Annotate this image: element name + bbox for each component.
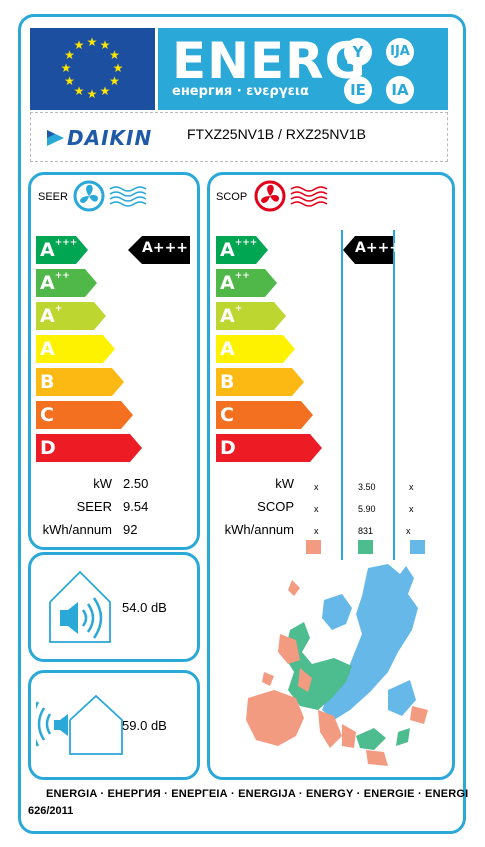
scop-divider-2 (393, 230, 395, 560)
seer-class-bar: C (36, 401, 133, 429)
eu-star-icon: ★ (112, 61, 124, 75)
scop-class-bar: C (216, 401, 313, 429)
eu-star-icon: ★ (64, 48, 75, 62)
scop-colder-scop: x (314, 504, 319, 514)
eu-star-icon: ★ (86, 87, 98, 101)
brand-name: DAIKIN (67, 126, 153, 150)
scop-average-scop: 5.90 (358, 504, 376, 514)
scop-rating-indicator: A+++ (343, 236, 401, 264)
seer-label-kw: kW (93, 476, 112, 491)
scop-class-bar: A+++ (216, 236, 268, 264)
scop-class-bar: A (216, 335, 295, 363)
colder-zone-swatch (306, 540, 321, 554)
scop-class-label: A (220, 338, 235, 360)
europe-climate-zone-map (246, 564, 428, 766)
eu-star-icon: ★ (64, 74, 75, 88)
eu-star-icon: ★ (109, 74, 120, 88)
daikin-triangle-icon (47, 130, 64, 146)
scop-label-kw: kW (275, 476, 294, 491)
seer-rating-indicator: A+++ (128, 236, 190, 264)
footer-energy-languages: ENERGIA · ЕНЕРГИЯ · ΕΝΕΡΓΕΙΑ · ENERGIJA … (46, 788, 469, 800)
warmer-zone-swatch (410, 540, 425, 554)
eu-flag: ★ ★ ★ ★ ★ ★ ★ ★ ★ ★ ★ ★ (30, 28, 155, 110)
lang-circle-ie: IE (344, 76, 372, 104)
eu-star-icon: ★ (99, 83, 111, 98)
lang-circle-ija: IJA (386, 38, 414, 66)
average-zone-swatch (358, 540, 373, 554)
seer-panel (28, 172, 200, 550)
heating-fan-icon (254, 180, 328, 212)
energy-banner: ENERG енергия · ενεργεια Y IJA IE IA (158, 28, 448, 110)
scop-warmer-scop: x (409, 504, 414, 514)
seer-class-bar: A++ (36, 269, 97, 297)
seer-class-bar: A+ (36, 302, 106, 330)
lang-circle-y: Y (344, 38, 372, 66)
outdoor-noise-value: 59.0 dB (122, 718, 167, 733)
scop-average-kw: 3.50 (358, 482, 376, 492)
eu-star-icon: ★ (73, 83, 85, 98)
scop-class-label: B (220, 371, 235, 393)
indoor-noise-panel (28, 552, 200, 662)
scop-average-kwh: 831 (358, 526, 374, 536)
seer-value-kwh: 92 (123, 522, 138, 537)
scop-divider-1 (341, 230, 343, 560)
seer-class-label: B (40, 371, 55, 393)
seer-rating-text: A+++ (142, 240, 189, 256)
seer-class-bar: A (36, 335, 115, 363)
scop-colder-kwh: x (314, 526, 319, 536)
label-frame (18, 14, 466, 834)
seer-class-label: C (40, 404, 54, 426)
seer-class-label: A (40, 338, 55, 360)
scop-class-label: A++ (220, 271, 250, 294)
scop-label-kwh: kWh/annum (224, 522, 294, 537)
scop-class-label: C (220, 404, 234, 426)
seer-label-seer: SEER (76, 499, 112, 514)
daikin-logo: DAIKIN (45, 125, 152, 151)
seer-class-bar: D (36, 434, 142, 462)
seer-class-bar: A+++ (36, 236, 88, 264)
scop-warmer-kw: x (409, 482, 414, 492)
lang-circle-ia: IA (386, 76, 414, 104)
seer-label-kwh: kWh/annum (42, 522, 112, 537)
scop-title: SCOP (216, 191, 248, 203)
scop-class-bar: B (216, 368, 304, 396)
energy-title: ENERG (172, 32, 367, 90)
scop-class-bar: D (216, 434, 322, 462)
scop-colder-kw: x (314, 482, 319, 492)
scop-class-bar: A+ (216, 302, 286, 330)
scop-warmer-kwh: x (406, 526, 411, 536)
seer-class-bar: B (36, 368, 124, 396)
eu-star-icon: ★ (60, 61, 72, 75)
footer-regulation: 626/2011 (28, 805, 74, 817)
seer-class-label: A++ (40, 271, 70, 294)
scop-panel (207, 172, 455, 780)
seer-class-label: D (40, 437, 56, 459)
scop-class-label: A+++ (220, 238, 258, 261)
eu-star-icon: ★ (109, 48, 120, 62)
indoor-speaker-house-icon (49, 570, 111, 643)
seer-title: SEER (38, 191, 68, 203)
seer-value-kw: 2.50 (123, 476, 149, 491)
seer-value-seer: 9.54 (123, 499, 149, 514)
scop-class-label: A+ (220, 304, 243, 327)
cooling-fan-icon (73, 180, 147, 212)
scop-label-scop: SCOP (257, 499, 294, 514)
seer-class-label: A+++ (40, 238, 78, 261)
scop-class-bar: A++ (216, 269, 277, 297)
scop-rating-text: A+++ (355, 240, 402, 256)
indoor-noise-value: 54.0 dB (122, 600, 167, 615)
outdoor-noise-panel (28, 670, 200, 780)
model-number: FTXZ25NV1B / RXZ25NV1B (187, 126, 366, 142)
eu-star-icon: ★ (99, 38, 111, 53)
scop-class-label: D (220, 437, 236, 459)
eu-star-icon: ★ (86, 35, 98, 49)
seer-class-label: A+ (40, 304, 63, 327)
outdoor-speaker-house-icon (36, 694, 123, 755)
eu-star-icon: ★ (73, 38, 85, 53)
energy-subtitle: енергия · ενεργεια (172, 84, 309, 99)
brand-box: DAIKIN FTXZ25NV1B / RXZ25NV1B (30, 112, 448, 162)
